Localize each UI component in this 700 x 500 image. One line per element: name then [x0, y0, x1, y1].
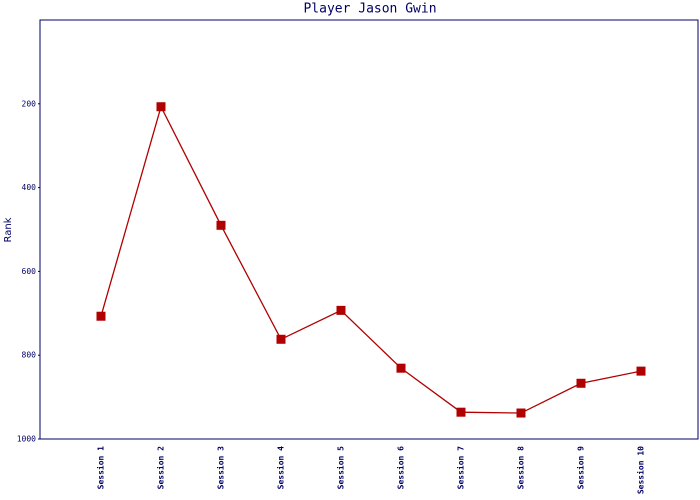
y-tick-label: 1000 [17, 435, 36, 444]
y-tick-label: 800 [22, 351, 37, 360]
y-tick-label: 400 [22, 183, 37, 192]
x-tick-label: Session 5 [336, 446, 346, 490]
x-tick-label: Session 9 [576, 446, 586, 490]
y-tick-label: 200 [22, 99, 37, 108]
x-tick-label: Session 2 [156, 446, 166, 490]
x-tick-label: Session 6 [396, 446, 406, 490]
marker [516, 408, 526, 418]
plot-frame [39, 19, 699, 440]
marker [396, 363, 406, 373]
marker [276, 334, 286, 344]
y-tick-label: 600 [22, 267, 37, 276]
x-tick-label: Session 3 [216, 446, 226, 490]
marker [216, 220, 226, 230]
x-tick-label: Session 10 [636, 446, 646, 494]
chart-title: Player Jason Gwin [303, 2, 436, 17]
marker [336, 305, 346, 315]
y-axis-label: Rank [3, 217, 14, 242]
x-tick-label: Session 7 [456, 446, 466, 490]
x-tick-label: Session 4 [276, 446, 286, 490]
marker [156, 102, 166, 112]
x-tick-label: Session 1 [96, 446, 106, 490]
x-tick-label: Session 8 [516, 446, 526, 490]
marker [96, 311, 106, 321]
marker [456, 407, 466, 417]
marker [576, 378, 586, 388]
marker [636, 366, 646, 376]
line [100, 104, 642, 414]
